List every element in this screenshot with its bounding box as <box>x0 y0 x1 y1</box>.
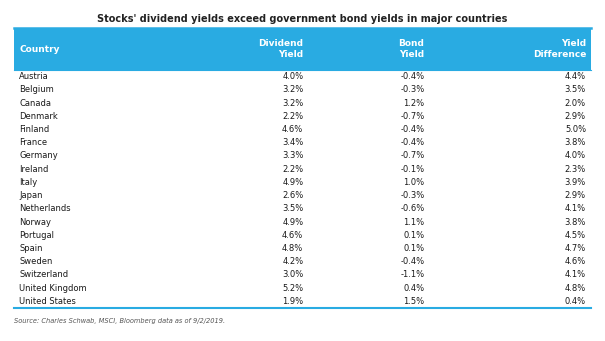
Text: 0.1%: 0.1% <box>404 244 425 253</box>
Text: -0.7%: -0.7% <box>400 112 425 121</box>
Text: 2.2%: 2.2% <box>282 165 303 174</box>
Text: 3.2%: 3.2% <box>282 85 303 94</box>
Bar <box>14 110 591 123</box>
Bar <box>14 268 591 282</box>
Text: United Kingdom: United Kingdom <box>19 284 87 293</box>
Bar <box>14 136 591 149</box>
Text: 4.9%: 4.9% <box>282 218 303 226</box>
Text: 0.4%: 0.4% <box>565 297 586 306</box>
Text: Ireland: Ireland <box>19 165 48 174</box>
Bar <box>14 255 591 268</box>
Text: 3.0%: 3.0% <box>282 270 303 279</box>
Text: 2.3%: 2.3% <box>564 165 586 174</box>
Text: 4.9%: 4.9% <box>282 178 303 187</box>
Text: 3.5%: 3.5% <box>564 85 586 94</box>
Text: 4.6%: 4.6% <box>564 257 586 266</box>
Bar <box>14 28 591 70</box>
Text: Switzerland: Switzerland <box>19 270 68 279</box>
Text: Portugal: Portugal <box>19 231 54 240</box>
Bar <box>14 70 591 83</box>
Bar <box>14 242 591 255</box>
Bar <box>14 123 591 136</box>
Text: 2.2%: 2.2% <box>282 112 303 121</box>
Bar <box>14 229 591 242</box>
Text: 4.6%: 4.6% <box>282 125 303 134</box>
Bar <box>14 202 591 216</box>
Bar <box>14 83 591 97</box>
Text: 5.2%: 5.2% <box>282 284 303 293</box>
Text: Norway: Norway <box>19 218 51 226</box>
Text: 1.5%: 1.5% <box>404 297 425 306</box>
Text: 4.8%: 4.8% <box>282 244 303 253</box>
Text: Bond
Yield: Bond Yield <box>399 39 425 59</box>
Text: 3.9%: 3.9% <box>564 178 586 187</box>
Text: Belgium: Belgium <box>19 85 54 94</box>
Text: 1.0%: 1.0% <box>404 178 425 187</box>
Text: 4.5%: 4.5% <box>565 231 586 240</box>
Text: -0.1%: -0.1% <box>401 165 425 174</box>
Text: 4.6%: 4.6% <box>282 231 303 240</box>
Text: 5.0%: 5.0% <box>565 125 586 134</box>
Text: -0.7%: -0.7% <box>400 151 425 161</box>
Text: -0.4%: -0.4% <box>401 138 425 147</box>
Text: 4.4%: 4.4% <box>565 72 586 81</box>
Text: Country: Country <box>19 44 59 54</box>
Text: Dividend
Yield: Dividend Yield <box>258 39 303 59</box>
Text: 4.0%: 4.0% <box>565 151 586 161</box>
Text: -0.4%: -0.4% <box>401 257 425 266</box>
Text: -0.4%: -0.4% <box>401 125 425 134</box>
Text: Source: Charles Schwab, MSCI, Bloomberg data as of 9/2/2019.: Source: Charles Schwab, MSCI, Bloomberg … <box>14 318 225 324</box>
Text: 2.9%: 2.9% <box>565 191 586 200</box>
Text: 1.2%: 1.2% <box>404 99 425 107</box>
Text: 3.5%: 3.5% <box>282 204 303 213</box>
Text: 0.4%: 0.4% <box>404 284 425 293</box>
Text: 1.1%: 1.1% <box>404 218 425 226</box>
Bar <box>14 295 591 308</box>
Text: 3.2%: 3.2% <box>282 99 303 107</box>
Text: Spain: Spain <box>19 244 42 253</box>
Text: Yield
Difference: Yield Difference <box>532 39 586 59</box>
Text: -0.4%: -0.4% <box>401 72 425 81</box>
Bar <box>14 163 591 176</box>
Bar <box>14 216 591 229</box>
Text: Canada: Canada <box>19 99 51 107</box>
Text: Finland: Finland <box>19 125 49 134</box>
Text: Austria: Austria <box>19 72 49 81</box>
Text: 3.8%: 3.8% <box>564 138 586 147</box>
Text: 4.0%: 4.0% <box>282 72 303 81</box>
Text: Germany: Germany <box>19 151 57 161</box>
Text: 0.1%: 0.1% <box>404 231 425 240</box>
Text: 2.0%: 2.0% <box>565 99 586 107</box>
Text: 3.8%: 3.8% <box>564 218 586 226</box>
Text: Stocks' dividend yields exceed government bond yields in major countries: Stocks' dividend yields exceed governmen… <box>97 14 508 24</box>
Text: 1.9%: 1.9% <box>282 297 303 306</box>
Text: Japan: Japan <box>19 191 42 200</box>
Text: -0.3%: -0.3% <box>400 191 425 200</box>
Bar <box>14 189 591 202</box>
Text: -1.1%: -1.1% <box>401 270 425 279</box>
Text: -0.3%: -0.3% <box>400 85 425 94</box>
Text: Netherlands: Netherlands <box>19 204 71 213</box>
Bar <box>14 282 591 295</box>
Text: 4.2%: 4.2% <box>282 257 303 266</box>
Text: France: France <box>19 138 47 147</box>
Text: 4.1%: 4.1% <box>565 270 586 279</box>
Text: Sweden: Sweden <box>19 257 53 266</box>
Text: 4.8%: 4.8% <box>564 284 586 293</box>
Bar <box>14 97 591 110</box>
Text: 2.6%: 2.6% <box>282 191 303 200</box>
Text: -0.6%: -0.6% <box>400 204 425 213</box>
Text: United States: United States <box>19 297 76 306</box>
Text: 3.3%: 3.3% <box>282 151 303 161</box>
Text: Italy: Italy <box>19 178 38 187</box>
Text: 4.1%: 4.1% <box>565 204 586 213</box>
Bar <box>14 176 591 189</box>
Text: 2.9%: 2.9% <box>565 112 586 121</box>
Text: 4.7%: 4.7% <box>564 244 586 253</box>
Text: 3.4%: 3.4% <box>282 138 303 147</box>
Bar <box>14 149 591 163</box>
Text: Denmark: Denmark <box>19 112 57 121</box>
